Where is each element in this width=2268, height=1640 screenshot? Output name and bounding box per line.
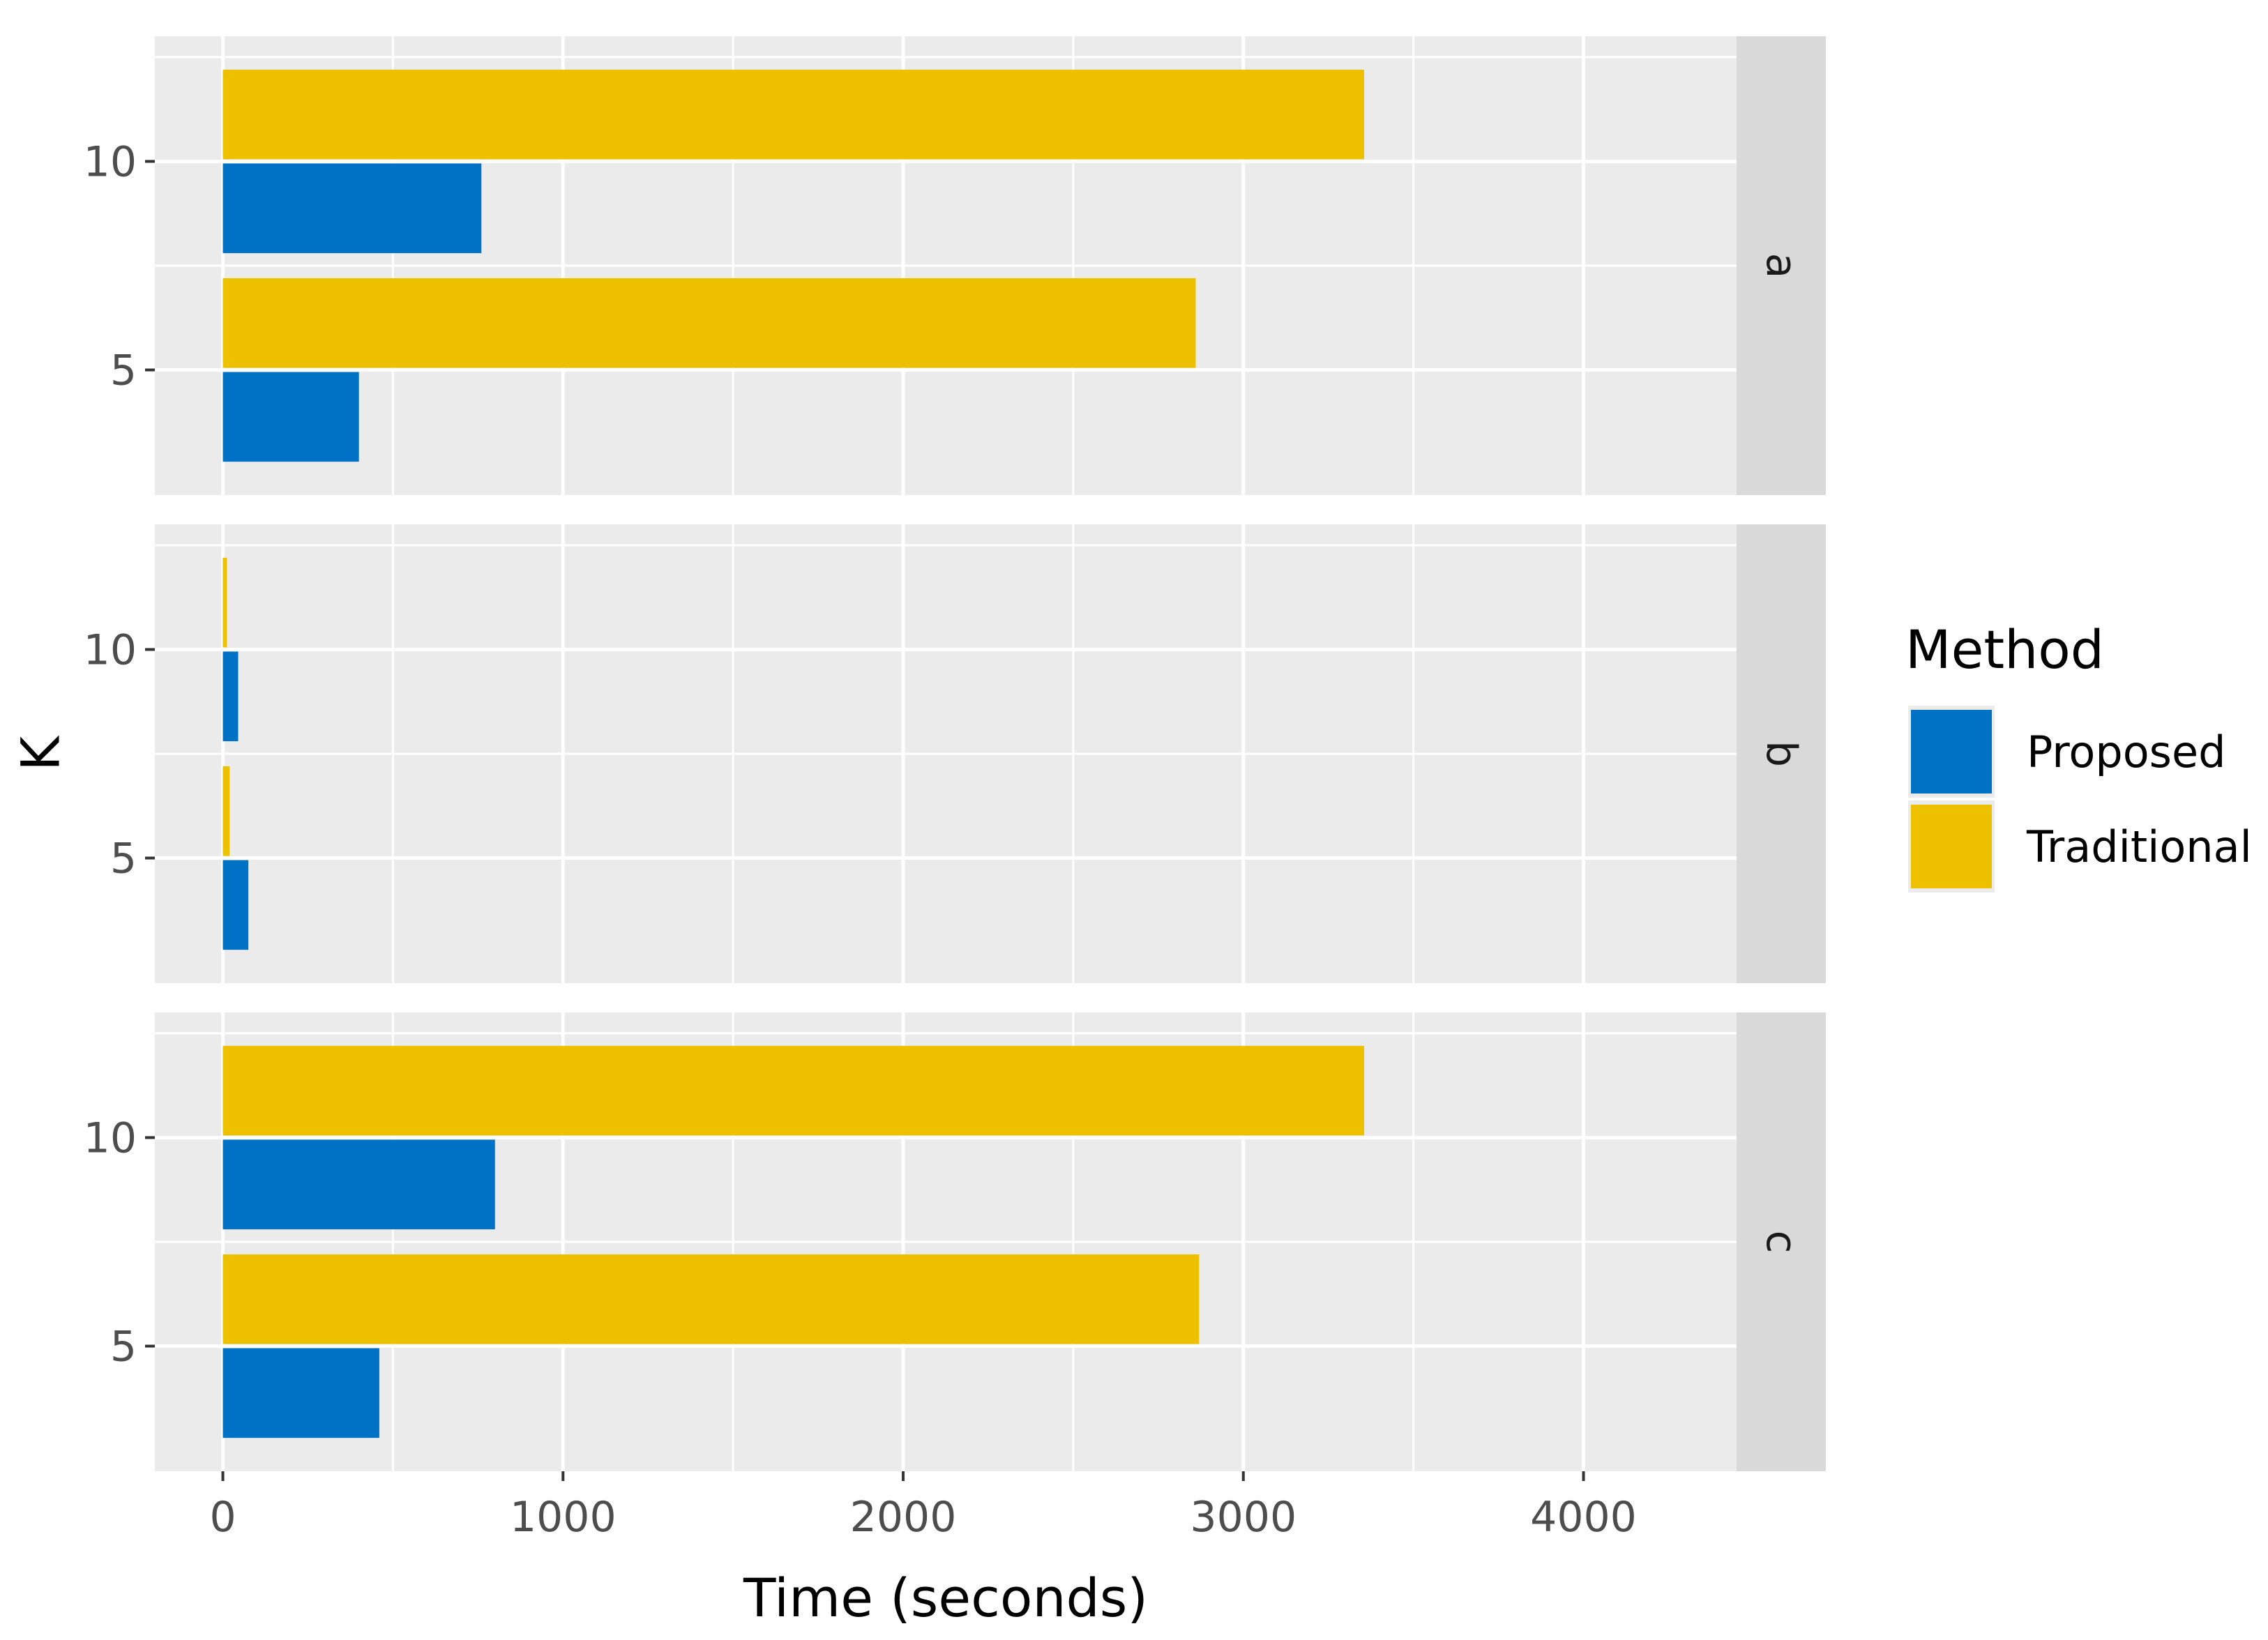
legend: Method Proposed Traditional <box>1905 618 2252 893</box>
y-axis-title: K <box>10 735 72 771</box>
legend-label-proposed: Proposed <box>2027 727 2225 777</box>
bar-proposed-panel-b-k10 <box>222 651 239 742</box>
x-tick-label: 2000 <box>850 1493 957 1542</box>
facet-strip <box>1737 524 1826 983</box>
bar-traditional-panel-b-k5 <box>222 766 230 856</box>
x-tick-label: 0 <box>209 1493 236 1542</box>
facet-strip-label: b <box>1757 741 1806 767</box>
bar-proposed-panel-a-k10 <box>222 163 482 254</box>
facet-strip <box>1737 1012 1826 1471</box>
panels: 5 10 a 5 10 b 5 10 c <box>84 36 1826 1471</box>
bar-traditional-panel-c-k5 <box>222 1254 1200 1344</box>
facet-strip-label: a <box>1757 253 1806 279</box>
bar-proposed-panel-c-k5 <box>222 1348 379 1438</box>
panel-a: 5 10 a <box>84 36 1826 495</box>
legend-label-traditional: Traditional <box>2026 821 2252 872</box>
y-tick-label: 5 <box>110 347 137 395</box>
x-tick-label: 3000 <box>1190 1493 1296 1542</box>
facet-strip-label: c <box>1757 1231 1806 1254</box>
bar-traditional-panel-c-k10 <box>222 1045 1364 1136</box>
y-tick-label: 10 <box>84 625 137 674</box>
y-tick-label: 5 <box>110 1323 137 1372</box>
panel-c: 5 10 c <box>84 1012 1826 1471</box>
bar-proposed-panel-a-k5 <box>222 372 359 462</box>
y-tick-label: 10 <box>84 137 137 186</box>
bar-proposed-panel-b-k5 <box>222 860 249 950</box>
legend-title: Method <box>1905 618 2104 681</box>
bar-traditional-panel-b-k10 <box>222 557 227 648</box>
x-axis: 0 1000 2000 3000 4000 <box>209 1471 1637 1542</box>
x-axis-title: Time (seconds) <box>743 1567 1148 1629</box>
panel-b: 5 10 b <box>84 524 1826 983</box>
y-tick-label: 10 <box>84 1114 137 1162</box>
legend-swatch-traditional <box>1911 805 1992 888</box>
y-tick-label: 5 <box>110 835 137 883</box>
bar-traditional-panel-a-k10 <box>222 69 1364 160</box>
x-tick-label: 1000 <box>510 1493 617 1542</box>
facet-strip <box>1737 36 1826 495</box>
bar-traditional-panel-a-k5 <box>222 278 1196 368</box>
x-tick-label: 4000 <box>1530 1493 1637 1542</box>
bar-proposed-panel-c-k10 <box>222 1139 495 1230</box>
legend-swatch-proposed <box>1911 710 1992 794</box>
